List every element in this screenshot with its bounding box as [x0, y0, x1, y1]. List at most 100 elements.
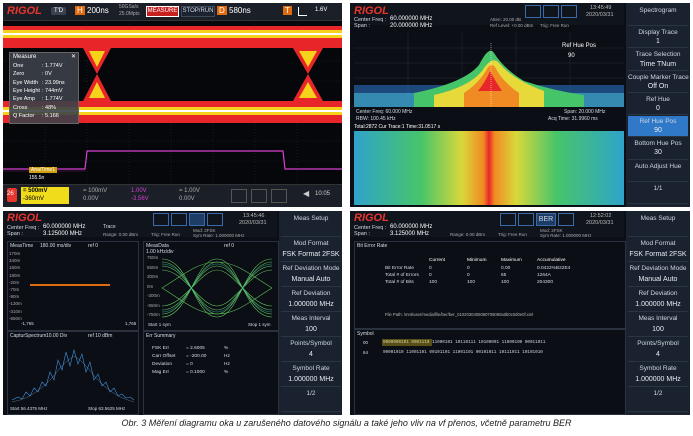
sidebar-item[interactable]: Ref Hue Pos 90 [628, 116, 688, 138]
spectrum-trace-display[interactable] [354, 33, 624, 107]
sidebar-item-title: Bottom Hue Pos [634, 140, 682, 148]
fsk-view-icon[interactable] [171, 213, 187, 226]
fsk-x-tick-left: -1,765 [21, 321, 34, 326]
eye-meas-data-scale: 1.00 kHz/div [146, 249, 174, 255]
ber-center-value[interactable]: 60.000000 MHz [390, 224, 433, 230]
sidebar-item[interactable]: Ref Deviation 1.000000 MHz [281, 288, 341, 312]
trigger-t-label: T [283, 6, 292, 15]
ber-section-title: Bit Error Rate [357, 243, 388, 249]
sidebar-item-value: 1 [656, 38, 660, 46]
sidebar-item[interactable]: Points/Symbol 4 [628, 338, 688, 362]
fsk-span-label: Span : [7, 231, 23, 237]
ber-view-icon[interactable] [518, 213, 534, 226]
ber-cell: 0 [429, 266, 432, 271]
fsk-mode-icon[interactable] [189, 213, 205, 226]
sine-icon[interactable] [271, 189, 287, 203]
measure-row-value: : 1.774V [42, 96, 63, 103]
spectro-logo: RIGOL [354, 5, 389, 17]
sidebar-item[interactable]: Ref Hue 0 [628, 94, 688, 116]
ch3-scale[interactable]: 1.00V [131, 188, 147, 194]
err-summary-panel: Err Summary FSK Err = 2.6005% Carr Offset =… [143, 331, 279, 415]
meas-time-plot[interactable]: MeasTime 180.00 ms/div ref 0 [7, 241, 139, 331]
measure-row-label: Zero [13, 71, 25, 78]
stop-run-button[interactable]: STOP/RUN [181, 6, 215, 17]
err-row-unit: Hz [224, 362, 230, 367]
capture-spectrum-scale: 10.00 Div [46, 333, 68, 339]
fsk-date: 2020/03/31 [239, 220, 267, 226]
sidebar-item[interactable]: Meas Interval 100 [628, 313, 688, 337]
ch2-scale[interactable]: = 100mV [83, 188, 108, 194]
ber-settings-icon[interactable] [500, 213, 516, 226]
measure-window[interactable]: Measure ✕ One: 1.774V Zero: 0V Eye Width: … [9, 52, 79, 124]
trigger-level[interactable]: 1.6V [315, 7, 328, 13]
sidebar-item[interactable]: Ref Deviation 1.000000 MHz [628, 288, 688, 312]
measure-button[interactable]: MEASURE [146, 6, 179, 17]
sidebar-item[interactable]: 1/2 [628, 388, 688, 412]
capture-spectrum-plot[interactable]: CapturSpectrum 10.00 Div ref 10 dBm Star… [7, 331, 139, 415]
sidebar-item[interactable]: Mod Format FSK Format 2FSK [281, 238, 341, 262]
ber-header [350, 211, 624, 237]
spectro-settings-icon[interactable] [525, 5, 541, 18]
ch2-offset: 0.00V [83, 196, 99, 202]
spectro-center-value[interactable]: 60.000000 MHz [390, 16, 433, 22]
eye-meas-data-title: MeasData [146, 243, 169, 249]
spectro-header [350, 3, 624, 25]
timebase-value[interactable]: 200ns [87, 6, 109, 15]
err-row-label: Deviation [152, 362, 172, 367]
fsk-time: 13:45:46 [243, 213, 265, 219]
ber-trig: Trig: Free Run [498, 232, 527, 237]
fsk-eye-tick: -300m [147, 293, 160, 298]
sidebar-item[interactable]: Ref Deviation Mode Manual Auto [628, 263, 688, 287]
sidebar-item[interactable]: Display Trace 1 [628, 27, 688, 49]
ch1-badge[interactable] [21, 187, 69, 204]
measure-row-label: Cross [13, 104, 28, 111]
fsk-x-tick-right: 1,765 [125, 321, 137, 326]
ber-window-icon[interactable] [558, 213, 574, 226]
measure-window-title: Measure [13, 54, 37, 60]
scope-mode[interactable]: T'D [51, 7, 67, 15]
waterfall-display[interactable] [354, 131, 624, 205]
measure-close-icon[interactable]: ✕ [71, 54, 77, 60]
sidebar-item[interactable]: Trace Selection Time TNum [628, 49, 688, 71]
spectro-window-icon[interactable] [561, 5, 577, 18]
fsk-span-value[interactable]: 3.125000 MHz [43, 231, 83, 237]
waveform-icon[interactable] [231, 189, 247, 203]
sidebar-item[interactable]: Meas Setup [628, 213, 688, 237]
sidebar-item-value: FSK Format 2FSK [282, 250, 340, 258]
sidebar-item-value: 1.000000 MHz [288, 375, 334, 383]
sidebar-item[interactable]: Mod Format FSK Format 2FSK [628, 238, 688, 262]
ber-cell: 1264A [537, 273, 551, 278]
delay-value[interactable]: 580ns [229, 6, 251, 15]
sidebar-item[interactable]: Symbol Rate 1.000000 MHz [281, 363, 341, 387]
fsk-y-tick: -310m [9, 308, 22, 314]
sidebar-item[interactable]: Points/Symbol 4 [281, 338, 341, 362]
sidebar-item[interactable]: Meas Setup [281, 213, 341, 237]
ch3-offset: -3.56V [131, 196, 149, 202]
ber-center-label: Center Freq : [354, 225, 387, 231]
fsk-settings-icon[interactable] [153, 213, 169, 226]
fsk-center-value[interactable]: 60.000000 MHz [43, 224, 86, 230]
speaker-icon[interactable]: ◀ [303, 189, 310, 198]
eye-plot[interactable]: MeasData 1.00 kHz/div ref 0 Start 1 sym [143, 241, 279, 331]
sidebar-item[interactable]: Bottom Hue Pos 30 [628, 138, 688, 160]
fsk-window-icon[interactable] [207, 213, 223, 226]
sidebar-item[interactable]: Spectrogram [628, 5, 688, 27]
delay-d-label: D [217, 6, 227, 15]
sidebar-item[interactable]: Symbol Rate 1.000000 MHz [628, 363, 688, 387]
ch4-scale[interactable]: = 1.00V [179, 188, 200, 194]
sidebar-item[interactable]: Ref Deviation Mode Manual Auto [281, 263, 341, 287]
spectro-span-value[interactable]: 20.000000 MHz [390, 23, 433, 29]
sidebar-item-title: Meas Setup [640, 215, 676, 222]
measure-row-value: : 48% [42, 104, 57, 111]
ber-span-value[interactable]: 3.125000 MHz [390, 231, 430, 237]
sidebar-item[interactable]: Couple Marker Trace Off On [628, 72, 689, 93]
spectro-view-icon[interactable] [543, 5, 559, 18]
sidebar-item[interactable]: Meas Interval 100 [281, 313, 341, 337]
ber-mode-button[interactable]: BER [536, 213, 556, 226]
sidebar-item[interactable]: 1/2 [281, 388, 341, 412]
sidebar-item[interactable]: Auto Adjust Hue [628, 161, 688, 182]
sidebar-item-title: Couple Marker Trace [628, 73, 689, 81]
sidebar-item[interactable]: 1/1 [628, 183, 688, 204]
math-icon[interactable] [251, 189, 267, 203]
meas-time-title: MeasTime [10, 243, 34, 249]
